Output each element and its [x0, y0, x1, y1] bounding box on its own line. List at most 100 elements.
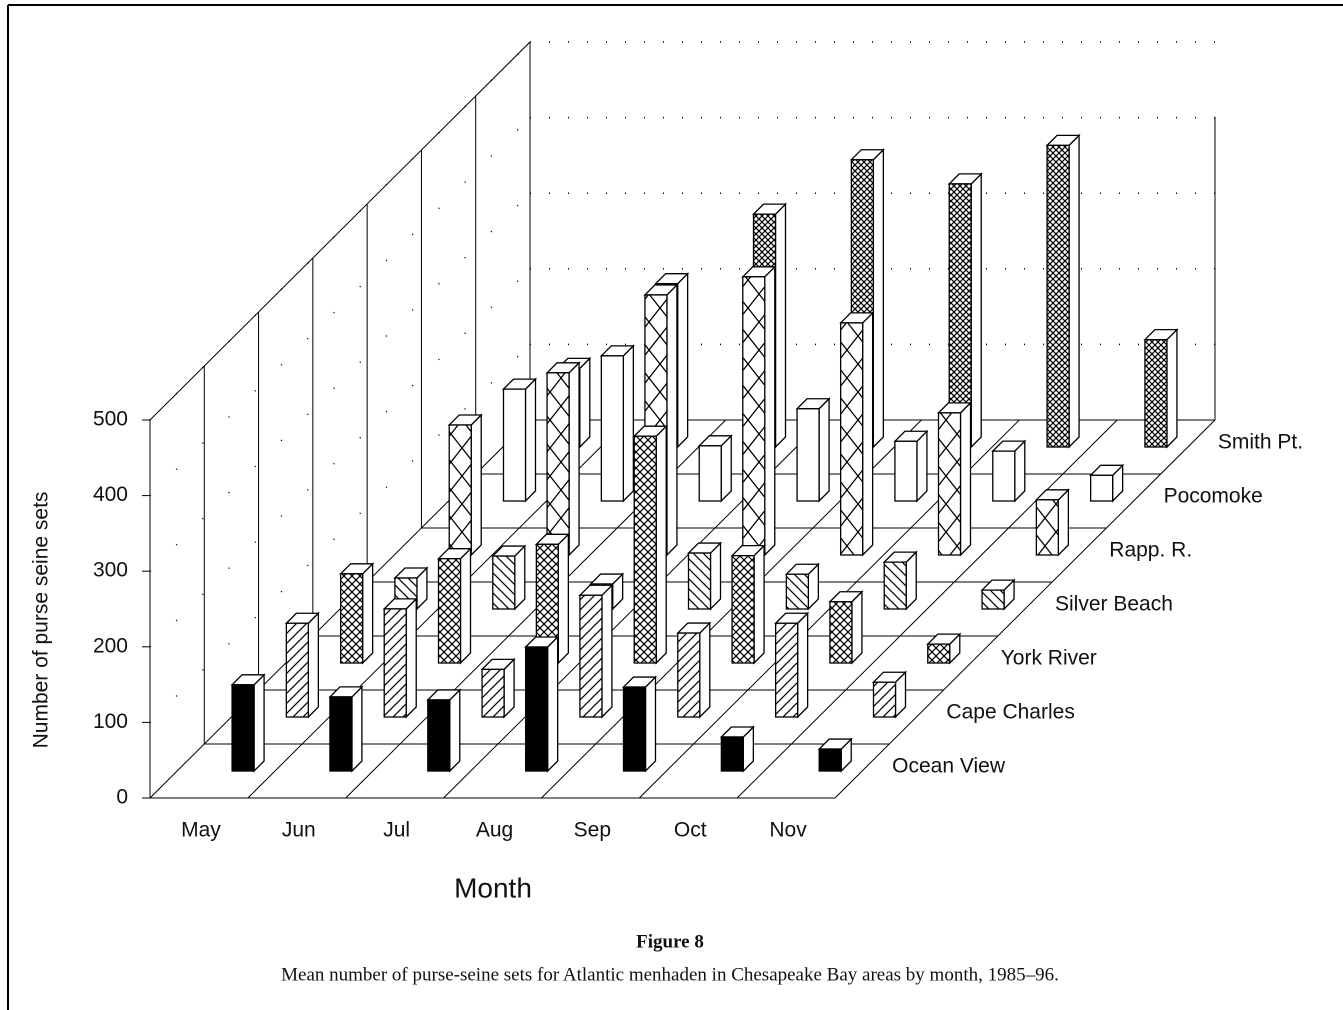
- bar: [774, 622, 799, 718]
- bar-side: [655, 424, 667, 665]
- bar-group: [817, 737, 853, 773]
- bar-group: [947, 172, 983, 449]
- bar: [329, 696, 353, 772]
- bar-group: [524, 635, 560, 773]
- bar: [883, 561, 907, 610]
- bar-side: [568, 361, 580, 557]
- bar-group: [774, 611, 810, 719]
- bar-group: [871, 670, 908, 719]
- bar: [829, 601, 853, 664]
- bar: [285, 622, 310, 718]
- bar-side: [959, 401, 972, 557]
- bar-group: [936, 401, 973, 557]
- bar-group: [534, 532, 570, 665]
- bar-side: [764, 265, 776, 557]
- x-tick-label: Sep: [574, 819, 611, 842]
- bar-side: [1166, 328, 1178, 449]
- bar-group: [893, 429, 929, 503]
- bar-side: [514, 544, 526, 611]
- bar-side: [872, 148, 885, 449]
- x-tick-label: Oct: [674, 819, 707, 842]
- bar-side: [557, 532, 570, 665]
- bar: [992, 450, 1016, 502]
- bar: [687, 552, 712, 610]
- bar-group: [730, 544, 766, 665]
- bar-group: [426, 688, 462, 773]
- bar-side: [861, 311, 874, 557]
- bar: [437, 558, 462, 664]
- bar-side: [405, 597, 417, 719]
- bar-group: [741, 265, 777, 557]
- bar: [231, 684, 255, 772]
- bar-group: [784, 562, 820, 611]
- bar: [481, 668, 505, 718]
- bar-group: [599, 344, 635, 503]
- series-label: Ocean View: [892, 755, 1006, 778]
- bar-side: [524, 377, 537, 503]
- floor-month-line: [736, 419, 1118, 799]
- bar-side: [916, 429, 928, 503]
- bar: [872, 681, 897, 718]
- bar: [339, 573, 364, 664]
- bar: [492, 555, 516, 610]
- x-tick-label: Jul: [383, 819, 410, 842]
- bar: [633, 435, 657, 664]
- bar-group: [621, 675, 658, 773]
- bar: [677, 632, 701, 718]
- bar: [427, 699, 451, 772]
- bar: [937, 412, 962, 556]
- bar-side: [351, 685, 363, 773]
- bar: [785, 573, 810, 610]
- bar-group: [980, 578, 1016, 611]
- bar-side: [753, 544, 765, 665]
- bar-group: [719, 725, 755, 773]
- bar: [894, 440, 918, 502]
- x-axis-label: Month: [454, 872, 532, 903]
- bar: [818, 748, 842, 772]
- x-tick-label: Jun: [282, 819, 316, 842]
- bar-side: [470, 413, 482, 557]
- caption: Mean number of purse-seine sets for Atla…: [281, 964, 1059, 985]
- bar: [546, 372, 570, 556]
- series-label: Silver Beach: [1055, 593, 1173, 616]
- bar: [839, 322, 864, 556]
- bar-group: [436, 547, 473, 665]
- bar-group: [284, 611, 320, 719]
- bar-group: [382, 597, 418, 719]
- y-tick-label: 0: [116, 786, 128, 809]
- bar: [720, 736, 745, 772]
- bar: [622, 686, 647, 772]
- series-label: Cape Charles: [946, 701, 1074, 724]
- bar-side: [1068, 133, 1080, 449]
- bar-side: [796, 611, 809, 719]
- bar-group: [795, 397, 831, 503]
- figure-label: Figure 8: [636, 931, 704, 952]
- bar-side: [579, 356, 591, 449]
- bar: [579, 594, 603, 718]
- bar-group: [926, 632, 962, 665]
- bar: [742, 276, 766, 556]
- bar-side: [774, 202, 787, 449]
- bar-group: [328, 685, 364, 773]
- bar-group: [480, 657, 516, 719]
- bar-side: [818, 397, 830, 503]
- bar: [1046, 144, 1070, 448]
- bar-group: [697, 434, 733, 503]
- bar-side: [449, 688, 461, 773]
- bar: [600, 355, 625, 502]
- y-tick-label: 400: [93, 483, 128, 506]
- bar-group: [339, 562, 375, 665]
- bar-side: [1057, 488, 1070, 557]
- bar-group: [578, 583, 614, 719]
- bar: [448, 424, 472, 556]
- bar-group: [1089, 463, 1125, 503]
- bar-side: [307, 611, 320, 719]
- bar-group: [676, 621, 712, 719]
- y-tick-label: 100: [93, 710, 128, 733]
- series-label: York River: [1001, 647, 1097, 670]
- left-wall-edge: [149, 41, 531, 421]
- bar-side: [851, 590, 863, 665]
- bar-side: [676, 272, 689, 449]
- x-tick-label: May: [181, 819, 221, 842]
- bar-group: [447, 413, 483, 557]
